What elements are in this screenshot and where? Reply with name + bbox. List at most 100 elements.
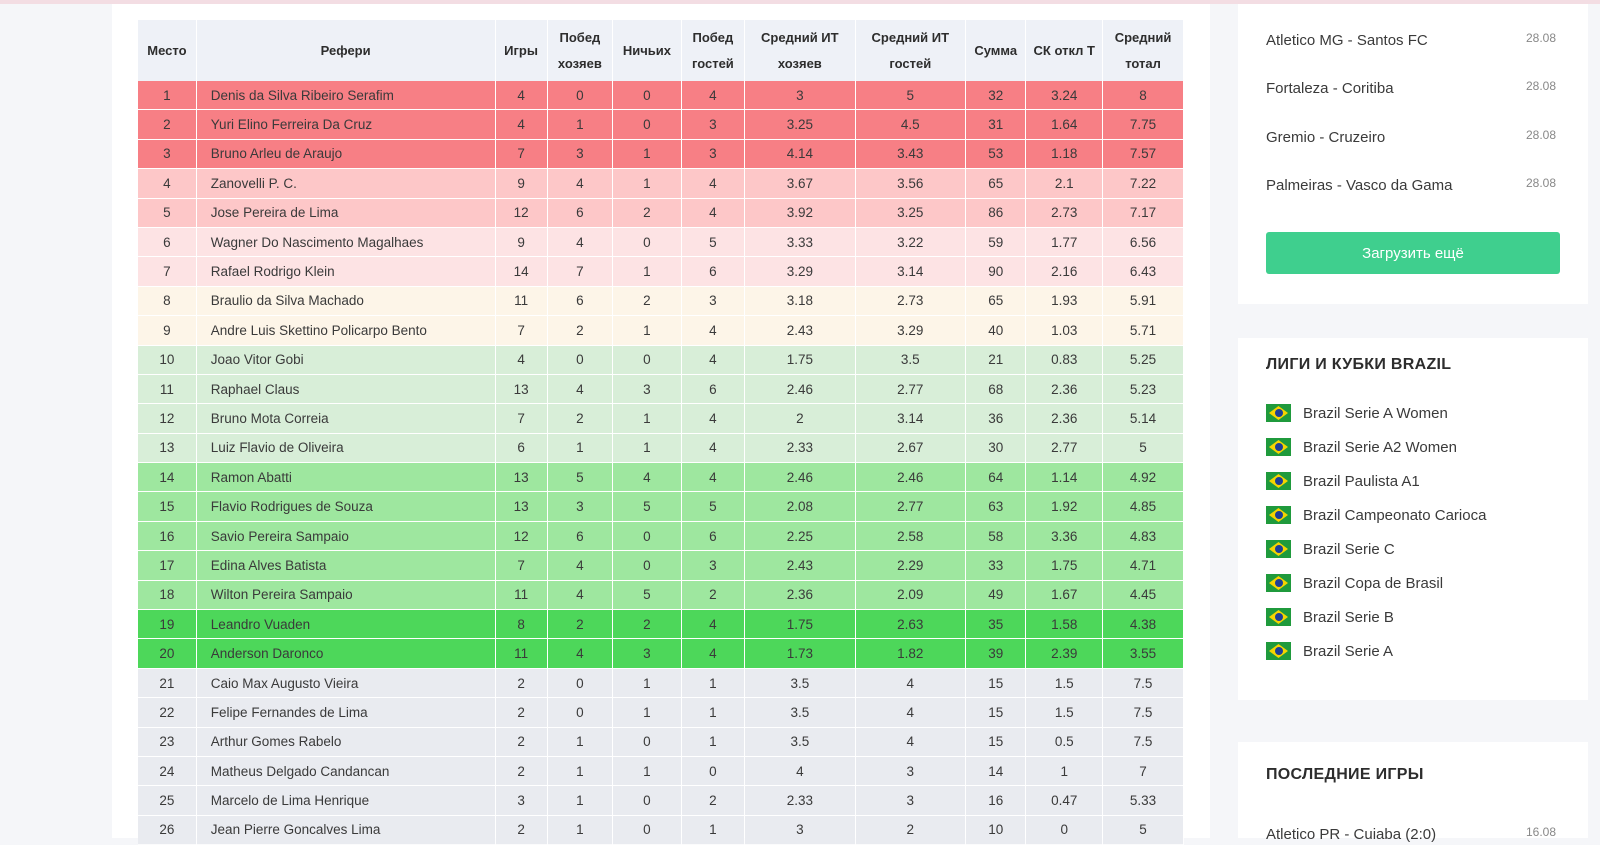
- avg-home-cell: 3: [744, 815, 856, 845]
- league-link[interactable]: Brazil Serie A: [1266, 642, 1393, 660]
- std-dev-cell: 0.5: [1025, 727, 1104, 757]
- referee-name-cell[interactable]: Joao Vitor Gobi: [196, 345, 496, 375]
- brazil-flag-icon: [1266, 472, 1291, 490]
- avg-total-cell: 7.22: [1102, 168, 1184, 199]
- place-cell: 20: [138, 638, 197, 669]
- referee-name-cell[interactable]: Luiz Flavio de Oliveira: [196, 433, 496, 464]
- avg-home-cell: 3.33: [744, 227, 856, 258]
- referee-name-cell[interactable]: Braulio da Silva Machado: [196, 286, 496, 317]
- avg-away-cell: 4: [855, 697, 967, 728]
- draws-cell: 1: [612, 756, 682, 787]
- games-cell: 7: [495, 550, 548, 581]
- avg-home-cell: 2.36: [744, 580, 856, 611]
- header-place[interactable]: Место: [138, 20, 197, 81]
- match-date: 28.08: [1525, 176, 1556, 190]
- avg-total-cell: 5: [1102, 815, 1184, 845]
- games-cell: 3: [495, 785, 548, 816]
- match-date: 16.08: [1525, 825, 1556, 839]
- draws-cell: 0: [612, 815, 682, 845]
- referee-name-cell[interactable]: Savio Pereira Sampaio: [196, 521, 496, 552]
- referee-name-cell[interactable]: Anderson Daronco: [196, 638, 496, 669]
- match-link[interactable]: Palmeiras - Vasco da Gama: [1266, 177, 1453, 194]
- header-draws[interactable]: Ничьих: [612, 20, 682, 81]
- referee-name-cell[interactable]: Leandro Vuaden: [196, 609, 496, 640]
- games-cell: 11: [495, 286, 548, 317]
- league-link[interactable]: Brazil Serie C: [1266, 540, 1395, 558]
- header-games[interactable]: Игры: [495, 20, 548, 81]
- header-sum[interactable]: Сумма: [965, 20, 1027, 81]
- referee-name-cell[interactable]: Bruno Mota Correia: [196, 403, 496, 434]
- league-link[interactable]: Brazil Copa de Brasil: [1266, 574, 1443, 592]
- referee-name-cell[interactable]: Marcelo de Lima Henrique: [196, 785, 496, 816]
- league-name: Brazil Serie C: [1303, 540, 1395, 558]
- draws-cell: 1: [612, 256, 682, 287]
- avg-home-cell: 2.46: [744, 374, 856, 405]
- referee-name-cell[interactable]: Ramon Abatti: [196, 462, 496, 493]
- referee-name-cell[interactable]: Jean Pierre Goncalves Lima: [196, 815, 496, 845]
- std-dev-cell: 1.5: [1025, 697, 1104, 728]
- header-home-wins[interactable]: Побед хозяев: [547, 20, 614, 81]
- referee-name-cell[interactable]: Yuri Elino Ferreira Da Cruz: [196, 109, 496, 140]
- referee-name-cell[interactable]: Andre Luis Skettino Policarpo Bento: [196, 315, 496, 346]
- sum-cell: 16: [965, 785, 1027, 816]
- away-wins-cell: 3: [681, 550, 746, 581]
- header-referee[interactable]: Рефери: [196, 20, 496, 81]
- referee-name-cell[interactable]: Zanovelli P. C.: [196, 168, 496, 199]
- referee-name-cell[interactable]: Caio Max Augusto Vieira: [196, 668, 496, 699]
- referee-name-cell[interactable]: Arthur Gomes Rabelo: [196, 727, 496, 757]
- load-more-button[interactable]: Загрузить ещё: [1266, 232, 1560, 274]
- header-avg-total[interactable]: Средний тотал: [1102, 20, 1184, 81]
- match-link[interactable]: Atletico PR - Cuiaba (2:0): [1266, 826, 1437, 843]
- league-link[interactable]: Brazil Serie B: [1266, 608, 1394, 626]
- referee-name-cell[interactable]: Wilton Pereira Sampaio: [196, 580, 496, 611]
- referee-name-cell[interactable]: Raphael Claus: [196, 374, 496, 405]
- referee-name-cell[interactable]: Matheus Delgado Candancan: [196, 756, 496, 787]
- match-link[interactable]: Atletico MG - Santos FC: [1266, 32, 1428, 49]
- draws-cell: 0: [612, 109, 682, 140]
- table-row: 4 Zanovelli P. C. 9 4 1 4 3.67 3.56 65 2.1 7.22: [138, 168, 1184, 199]
- draws-cell: 1: [612, 403, 682, 434]
- avg-total-cell: 3.55: [1102, 638, 1184, 669]
- home-wins-cell: 3: [547, 491, 614, 522]
- match-date: 28.08: [1525, 31, 1556, 45]
- std-dev-cell: 2.16: [1025, 256, 1104, 287]
- league-link[interactable]: Brazil Serie A Women: [1266, 404, 1448, 422]
- games-cell: 13: [495, 462, 548, 493]
- referee-name-cell[interactable]: Flavio Rodrigues de Souza: [196, 491, 496, 522]
- sum-cell: 33: [965, 550, 1027, 581]
- avg-away-cell: 3.22: [855, 227, 967, 258]
- referee-name-cell[interactable]: Felipe Fernandes de Lima: [196, 697, 496, 728]
- referee-name-cell[interactable]: Rafael Rodrigo Klein: [196, 256, 496, 287]
- league-name: Brazil Paulista A1: [1303, 472, 1420, 490]
- avg-home-cell: 1.73: [744, 638, 856, 669]
- avg-total-cell: 5.25: [1102, 345, 1184, 375]
- match-link[interactable]: Gremio - Cruzeiro: [1266, 129, 1386, 146]
- std-dev-cell: 3.36: [1025, 521, 1104, 552]
- away-wins-cell: 1: [681, 727, 746, 757]
- league-link[interactable]: Brazil Campeonato Carioca: [1266, 506, 1486, 524]
- match-link[interactable]: Fortaleza - Coritiba: [1266, 80, 1394, 97]
- place-cell: 17: [138, 550, 197, 581]
- header-avg-away-total[interactable]: Средний ИТ гостей: [855, 20, 967, 81]
- header-std-dev[interactable]: СК откл Т: [1025, 20, 1104, 81]
- league-link[interactable]: Brazil Paulista A1: [1266, 472, 1420, 490]
- avg-away-cell: 2.29: [855, 550, 967, 581]
- header-away-wins[interactable]: Побед гостей: [681, 20, 746, 81]
- table-row: 22 Felipe Fernandes de Lima 2 0 1 1 3.5 4 15 1.5 7…: [138, 697, 1184, 728]
- referee-name-cell[interactable]: Denis da Silva Ribeiro Serafim: [196, 81, 496, 111]
- avg-total-cell: 4.92: [1102, 462, 1184, 493]
- place-cell: 7: [138, 256, 197, 287]
- table-row: 25 Marcelo de Lima Henrique 3 1 0 2 2.33 3 16 0.4…: [138, 785, 1184, 816]
- place-cell: 5: [138, 198, 197, 228]
- league-link[interactable]: Brazil Serie A2 Women: [1266, 438, 1457, 456]
- avg-total-cell: 5.23: [1102, 374, 1184, 405]
- brazil-flag-icon: [1266, 574, 1291, 592]
- home-wins-cell: 2: [547, 609, 614, 640]
- referee-name-cell[interactable]: Edina Alves Batista: [196, 550, 496, 581]
- header-avg-home-total[interactable]: Средний ИТ хозяев: [744, 20, 856, 81]
- sum-cell: 63: [965, 491, 1027, 522]
- referee-name-cell[interactable]: Bruno Arleu de Araujo: [196, 139, 496, 170]
- away-wins-cell: 4: [681, 168, 746, 199]
- referee-name-cell[interactable]: Jose Pereira de Lima: [196, 198, 496, 228]
- referee-name-cell[interactable]: Wagner Do Nascimento Magalhaes: [196, 227, 496, 258]
